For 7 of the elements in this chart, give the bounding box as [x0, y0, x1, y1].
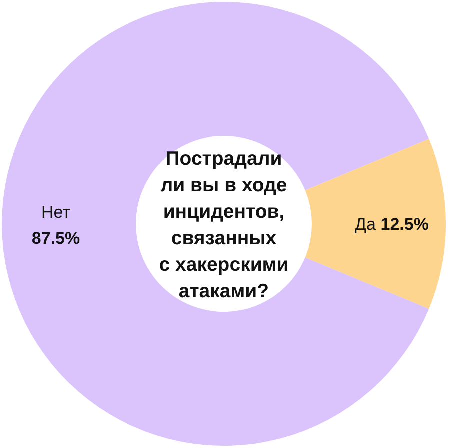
data-label: 87.5% — [32, 229, 80, 248]
donut-slice — [2, 2, 430, 446]
donut-slice — [305, 139, 446, 309]
slice-label: Да — [355, 215, 381, 234]
data-label: 12.5% — [380, 215, 429, 234]
text: Пострадали ли вы в ходе инцидентов, связанных с хакерскими атаками? — [159, 148, 289, 302]
slice-label: Нет — [42, 203, 71, 222]
